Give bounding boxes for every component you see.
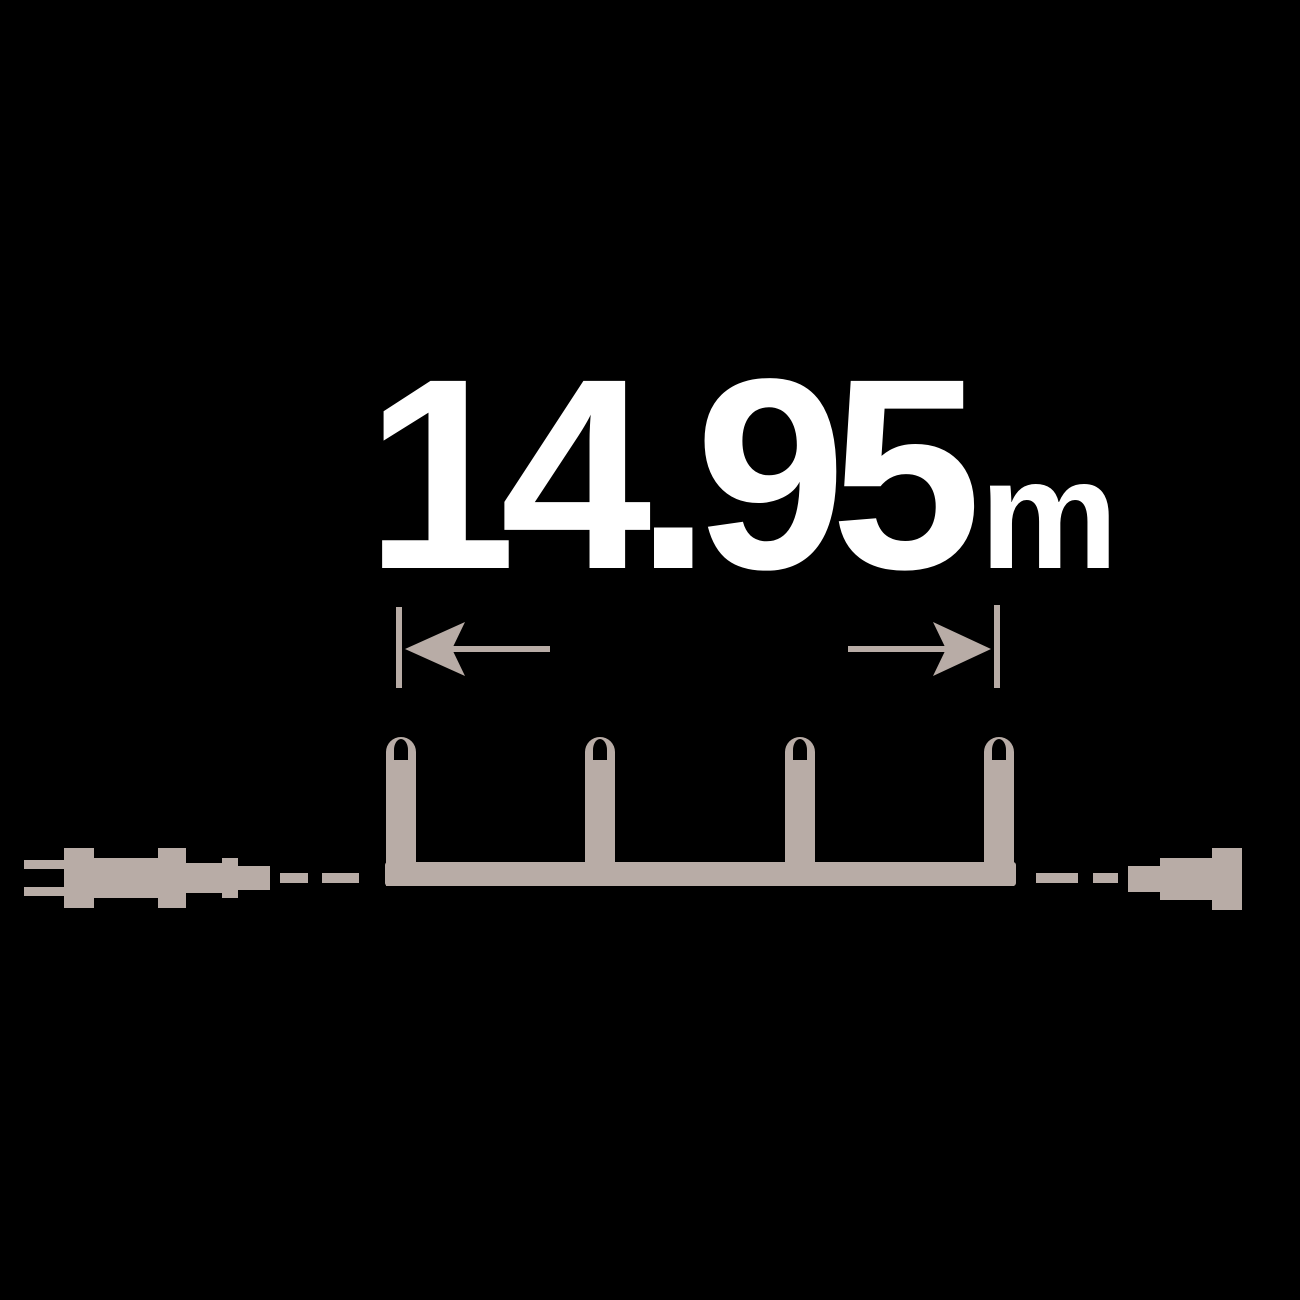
- length-value: 14.95: [365, 322, 982, 626]
- bulb-string: [385, 737, 1016, 886]
- left-dashed-lead: [280, 873, 359, 883]
- length-unit: m: [979, 428, 1119, 602]
- end-connector-icon: [1128, 848, 1242, 910]
- dimension-right-bracket: [848, 605, 1000, 688]
- right-dashed-lead: [1036, 873, 1118, 883]
- bulb-icon: [785, 737, 815, 886]
- length-label: 14.95m: [365, 338, 1118, 610]
- dimension-left-bracket: [396, 607, 550, 688]
- bulb-icon: [984, 737, 1014, 886]
- bulb-icon: [585, 737, 615, 886]
- bulb-icon: [386, 737, 416, 886]
- dimension-arrow-icon: [396, 605, 1000, 688]
- power-plug-icon: [24, 848, 270, 908]
